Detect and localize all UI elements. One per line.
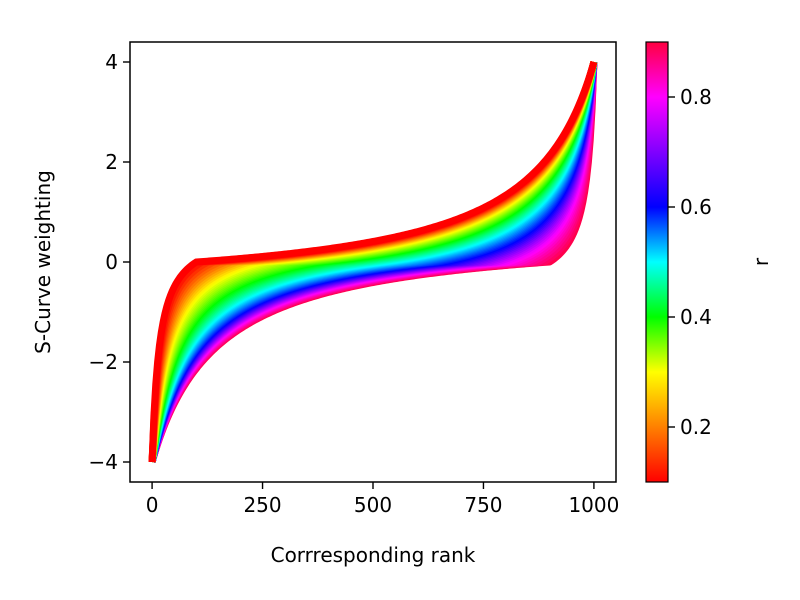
colorbar-tick-label: 0.4 (680, 305, 712, 329)
colorbar-tick-label: 0.2 (680, 415, 712, 439)
x-tick-label: 0 (146, 493, 159, 517)
x-axis: 0 250 500 750 1000 (146, 482, 619, 517)
y-tick-label: 0 (105, 250, 118, 274)
colorbar-tick-label: 0.8 (680, 85, 712, 109)
y-axis: −4 −2 0 2 4 (89, 50, 130, 474)
colorbar-label: r (749, 257, 773, 266)
plot-area (148, 61, 598, 463)
y-tick-label: −4 (89, 450, 118, 474)
colorbar-tick-label: 0.6 (680, 195, 712, 219)
y-axis-label: S-Curve weighting (31, 170, 55, 354)
x-axis-label: Corrresponding rank (271, 543, 476, 567)
x-tick-label: 500 (354, 493, 392, 517)
colorbar: 0.2 0.4 0.6 0.8 r (645, 41, 773, 483)
x-tick-label: 250 (243, 493, 281, 517)
series-line-r-0.100 (148, 61, 598, 463)
y-tick-label: 4 (105, 50, 118, 74)
x-tick-label: 750 (464, 493, 502, 517)
y-tick-label: −2 (89, 350, 118, 374)
colorbar-ticks: 0.2 0.4 0.6 0.8 (668, 85, 712, 439)
x-tick-label: 1000 (568, 493, 619, 517)
colorbar-gradient (645, 41, 669, 483)
y-tick-label: 2 (105, 150, 118, 174)
